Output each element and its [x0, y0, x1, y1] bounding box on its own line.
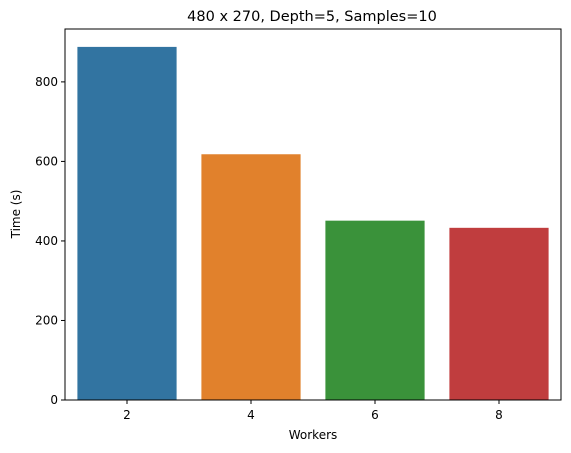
y-tick-label-600: 600: [35, 154, 58, 168]
x-tick-label-2: 2: [123, 408, 131, 422]
chart-title: 480 x 270, Depth=5, Samples=10: [187, 9, 437, 25]
bar-2: [77, 46, 177, 400]
y-axis: 0 200 400 600 800: [35, 75, 65, 407]
x-axis-label: Workers: [289, 428, 338, 442]
bars-group: [77, 46, 549, 400]
x-tick-label-4: 4: [247, 408, 255, 422]
y-tick-label-400: 400: [35, 234, 58, 248]
x-tick-label-6: 6: [371, 408, 379, 422]
bar-8: [449, 227, 549, 400]
x-tick-label-8: 8: [495, 408, 503, 422]
y-tick-label-800: 800: [35, 75, 58, 89]
y-tick-label-0: 0: [50, 393, 58, 407]
plot-frame: [64, 28, 562, 401]
bar-6: [325, 220, 425, 400]
y-tick-label-200: 200: [35, 313, 58, 327]
x-axis: 2 4 6 8: [123, 400, 503, 422]
y-axis-label: Time (s): [9, 190, 23, 240]
bar-4: [201, 154, 301, 400]
